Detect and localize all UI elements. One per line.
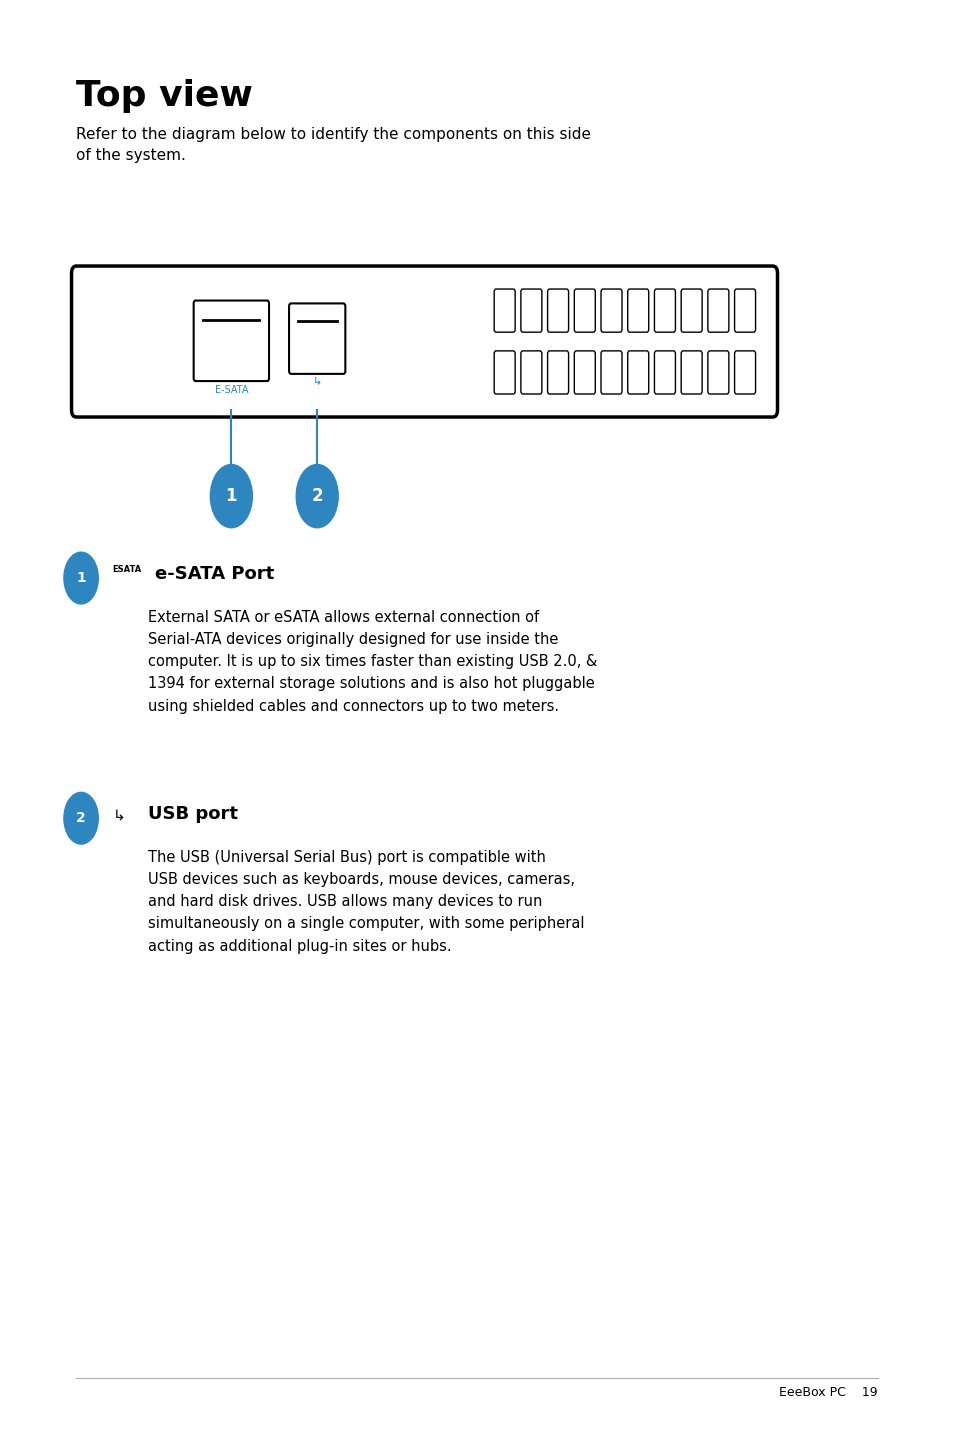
Text: USB port: USB port: [148, 805, 237, 824]
Text: ESATA: ESATA: [112, 565, 142, 574]
Text: 1: 1: [225, 487, 237, 505]
Text: Top view: Top view: [76, 79, 253, 114]
FancyBboxPatch shape: [627, 289, 648, 332]
Text: Refer to the diagram below to identify the components on this side
of the system: Refer to the diagram below to identify t…: [76, 127, 591, 162]
Text: EeeBox PC    19: EeeBox PC 19: [779, 1386, 877, 1399]
Text: e-SATA Port: e-SATA Port: [154, 565, 274, 584]
FancyBboxPatch shape: [574, 351, 595, 394]
FancyBboxPatch shape: [627, 351, 648, 394]
FancyBboxPatch shape: [289, 303, 345, 374]
FancyBboxPatch shape: [707, 289, 728, 332]
Circle shape: [295, 464, 337, 528]
Text: The USB (Universal Serial Bus) port is compatible with
USB devices such as keybo: The USB (Universal Serial Bus) port is c…: [148, 850, 584, 953]
Circle shape: [64, 552, 98, 604]
FancyBboxPatch shape: [707, 351, 728, 394]
Text: ↳: ↳: [313, 377, 321, 387]
FancyBboxPatch shape: [600, 289, 621, 332]
FancyBboxPatch shape: [734, 351, 755, 394]
Text: 2: 2: [76, 811, 86, 825]
FancyBboxPatch shape: [547, 289, 568, 332]
FancyBboxPatch shape: [654, 351, 675, 394]
FancyBboxPatch shape: [520, 351, 541, 394]
Text: 2: 2: [311, 487, 323, 505]
FancyBboxPatch shape: [547, 351, 568, 394]
FancyBboxPatch shape: [654, 289, 675, 332]
FancyBboxPatch shape: [494, 289, 515, 332]
Text: ↳: ↳: [112, 808, 125, 823]
FancyBboxPatch shape: [520, 289, 541, 332]
Text: 1: 1: [76, 571, 86, 585]
Circle shape: [210, 464, 252, 528]
Text: English: English: [916, 456, 928, 508]
Text: External SATA or eSATA allows external connection of
Serial-ATA devices original: External SATA or eSATA allows external c…: [148, 610, 597, 713]
FancyBboxPatch shape: [494, 351, 515, 394]
FancyBboxPatch shape: [680, 351, 701, 394]
FancyBboxPatch shape: [734, 289, 755, 332]
FancyBboxPatch shape: [71, 266, 777, 417]
FancyBboxPatch shape: [600, 351, 621, 394]
FancyBboxPatch shape: [574, 289, 595, 332]
FancyBboxPatch shape: [193, 301, 269, 381]
FancyBboxPatch shape: [680, 289, 701, 332]
Circle shape: [64, 792, 98, 844]
Text: E-SATA: E-SATA: [214, 385, 248, 395]
